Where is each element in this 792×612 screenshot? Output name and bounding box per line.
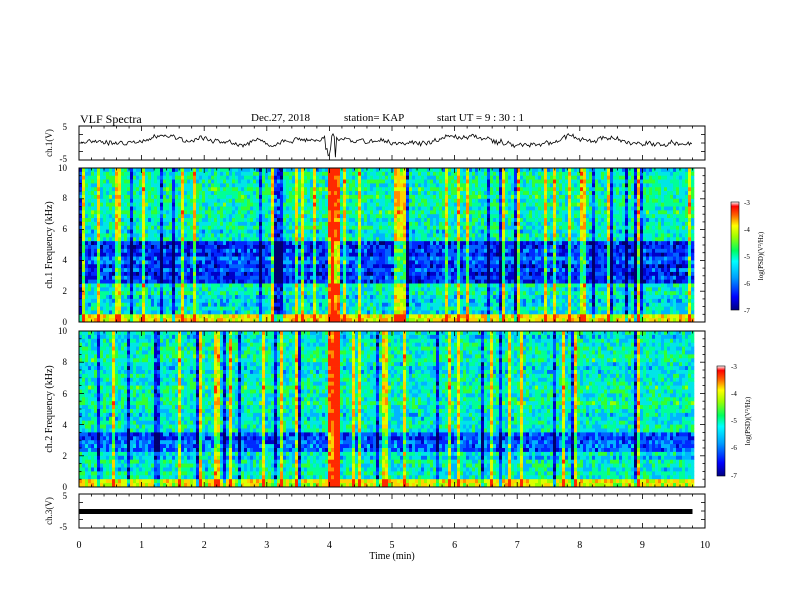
xtick-3: 3 — [264, 540, 269, 551]
xtick-6: 6 — [452, 540, 457, 551]
ch1-ytick-top: 5 — [63, 122, 68, 132]
cb2-tick-m5: -5 — [731, 417, 737, 425]
xtick-10: 10 — [700, 540, 710, 551]
ch3-ytick-bottom: -5 — [60, 522, 68, 532]
ch2-ytick-0: 0 — [63, 482, 68, 492]
xtick-7: 7 — [515, 540, 520, 551]
cb1-tick-m4: -4 — [744, 226, 750, 234]
figure-title: VLF Spectra — [80, 112, 142, 126]
xtick-4: 4 — [327, 540, 332, 551]
cb2-tick-m3: -3 — [731, 363, 737, 371]
ch2-spec-ylabel: ch.2 Frequency (kHz) — [44, 365, 55, 452]
ch2-spectrogram-image — [79, 331, 695, 488]
ch1-ytick-bottom: -5 — [60, 154, 68, 164]
cb2-tick-m4: -4 — [731, 390, 737, 398]
xtick-1: 1 — [139, 540, 144, 551]
ch3-waveform-panel: 5 -5 ch.3(V) — [44, 491, 706, 532]
colorbar-ch1: -3 -4 -5 -6 -7 log(PSD)(V²/Hz) — [730, 199, 765, 315]
xtick-8: 8 — [577, 540, 582, 551]
ch1-ytick-6: 6 — [63, 224, 68, 234]
cb1-label: log(PSD)(V²/Hz) — [757, 231, 765, 280]
ch1-ytick-0: 0 — [63, 317, 68, 327]
start-ut-label: start UT = 9 : 30 : 1 — [437, 112, 524, 124]
ch2-spectrogram-panel: 0 2 4 6 8 10 ch.2 Frequency (kHz) — [44, 326, 706, 492]
xtick-5: 5 — [390, 540, 395, 551]
cb2-tick-m6: -6 — [731, 444, 737, 452]
cb1-tick-m7: -7 — [744, 307, 750, 315]
cb2-label: log(PSD)(V²/Hz) — [744, 396, 752, 445]
xtick-2: 2 — [202, 540, 207, 551]
ch1-ytick-2: 2 — [63, 286, 68, 296]
ch2-ytick-6: 6 — [63, 389, 68, 399]
xtick-9: 9 — [640, 540, 645, 551]
cb1-tick-m3: -3 — [744, 199, 750, 207]
colorbar-ch2-scale — [716, 365, 726, 477]
ch3-ylabel: ch.3(V) — [44, 497, 54, 525]
axis-ticks — [78, 125, 706, 529]
ch2-ytick-4: 4 — [63, 420, 68, 430]
cb1-tick-m6: -6 — [744, 280, 750, 288]
ch2-ytick-8: 8 — [63, 357, 68, 367]
xtick-0: 0 — [77, 540, 82, 551]
ch1-spectrogram-image — [79, 168, 695, 323]
cb1-tick-m5: -5 — [744, 253, 750, 261]
x-axis-label: Time (min) — [369, 551, 414, 562]
ch1-ylabel: ch.1(V) — [44, 129, 54, 157]
ch1-waveform-panel: 5 -5 ch.1(V) — [44, 122, 706, 164]
ch1-spec-ylabel: ch.1 Frequency (kHz) — [44, 201, 55, 288]
date-label: Dec.27, 2018 — [251, 112, 310, 124]
ch2-ytick-10: 10 — [58, 326, 68, 336]
colorbar-ch2: -3 -4 -5 -6 -7 log(PSD)(V²/Hz) — [716, 363, 752, 480]
x-axis: 0 1 2 3 4 5 6 7 8 9 10 Time (min) — [77, 540, 711, 562]
ch3-trace — [79, 509, 693, 514]
ch3-ytick-top: 5 — [63, 491, 68, 501]
ch1-ytick-4: 4 — [63, 255, 68, 265]
ch1-trace — [80, 133, 693, 158]
ch1-ytick-8: 8 — [63, 193, 68, 203]
ch2-ytick-2: 2 — [63, 451, 68, 461]
colorbar-ch1-scale — [730, 201, 740, 311]
ch1-frame — [78, 125, 706, 161]
station-label: station= KAP — [344, 112, 405, 124]
ch1-ytick-10: 10 — [58, 163, 68, 173]
cb2-tick-m7: -7 — [731, 472, 737, 480]
ch1-spectrogram-panel: 0 2 4 6 8 10 ch.1 Frequency (kHz) — [44, 163, 706, 327]
